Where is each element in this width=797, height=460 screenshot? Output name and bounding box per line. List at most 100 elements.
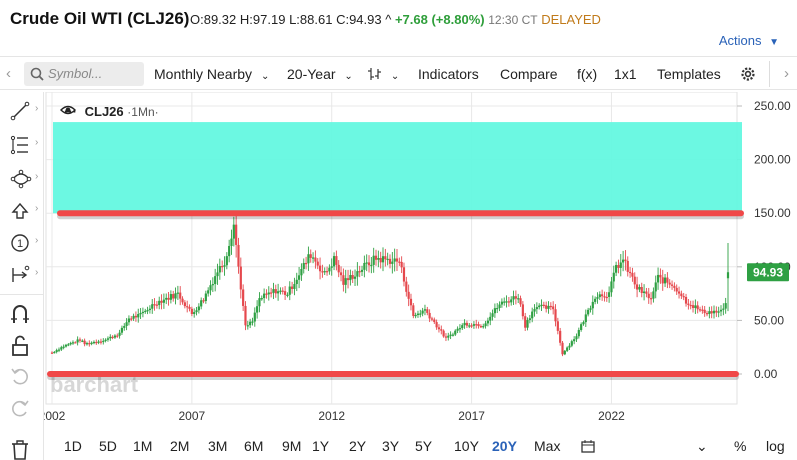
arrow-up-tool[interactable]: › [0, 196, 44, 226]
range-2y[interactable]: 2Y [349, 438, 367, 454]
range-9m[interactable]: 9M [282, 438, 302, 454]
candle-body [235, 224, 238, 245]
candle-body [246, 325, 249, 327]
measure-tool[interactable]: › [0, 260, 44, 290]
candle-body [624, 259, 627, 261]
candle-body [601, 294, 604, 297]
candle-body [272, 289, 275, 293]
eye-icon[interactable] [60, 104, 76, 116]
undo-tool[interactable] [0, 362, 44, 392]
candle-body [50, 352, 54, 354]
candle-body [188, 306, 191, 309]
candle-body [190, 308, 193, 314]
compare-button[interactable]: Compare [500, 66, 558, 82]
candle-body [454, 330, 457, 335]
scroll-left-icon[interactable]: ‹ [6, 65, 11, 82]
range-5d[interactable]: 5D [99, 438, 117, 454]
price-chart[interactable]: 20022007201220172022250.00200.00150.0010… [44, 92, 797, 432]
range-2m[interactable]: 2M [170, 438, 190, 454]
double-chevron-down-icon[interactable]: ⌄ [696, 438, 708, 454]
range-1d[interactable]: 1D [64, 438, 82, 454]
candle-body [472, 324, 476, 326]
range-1m[interactable]: 1M [133, 438, 153, 454]
fibonacci-tool[interactable]: › [0, 130, 44, 160]
candle-body [202, 300, 205, 302]
candle-body [717, 311, 720, 313]
y-tick-label: 250.00 [754, 99, 791, 113]
candle-body [498, 304, 501, 308]
magnet-tool[interactable] [0, 298, 44, 328]
candle-body [318, 265, 322, 272]
candle-body [370, 264, 373, 267]
candle-body [617, 265, 620, 268]
range-5y[interactable]: 5Y [415, 438, 433, 454]
candle-body [55, 350, 58, 352]
candle-body [325, 271, 329, 273]
candle-body [134, 315, 138, 318]
annotation-tool[interactable]: 1 › [0, 228, 44, 258]
percent-scale-toggle[interactable]: % [734, 438, 747, 454]
candle-body [633, 276, 636, 285]
templates-button[interactable]: Templates [657, 66, 721, 82]
candle-body [503, 301, 506, 303]
candle-body [193, 312, 196, 314]
lock-tool[interactable] [0, 330, 44, 360]
candle-body [169, 294, 172, 300]
calendar-icon[interactable] [581, 438, 595, 454]
candle-body [141, 311, 145, 314]
shapes-tool[interactable]: › [0, 164, 44, 194]
period-dropdown[interactable]: Monthly Nearby ⌄ [154, 66, 269, 82]
y-tick-label: 50.00 [754, 313, 784, 327]
last-price-label: 94.93 [753, 266, 783, 280]
range-3m[interactable]: 3M [208, 438, 228, 454]
candle-body [649, 298, 653, 300]
indicators-button[interactable]: Indicators [418, 66, 479, 82]
candle-body [705, 313, 709, 315]
redo-tool[interactable] [0, 394, 44, 424]
candle-body [391, 261, 394, 264]
candle-body [270, 292, 273, 294]
candle-body [542, 304, 545, 306]
candle-body [358, 271, 361, 273]
draw-line-tool[interactable]: › [0, 96, 44, 126]
delayed-status: DELAYED [541, 12, 601, 27]
range-3y[interactable]: 3Y [382, 438, 400, 454]
range-20y[interactable]: 20Y [492, 438, 517, 454]
candle-body [249, 321, 252, 326]
candle-body [60, 347, 63, 350]
candle-body [559, 330, 562, 343]
actions-menu-button[interactable]: Actions ▼ [719, 33, 779, 48]
gear-icon[interactable] [739, 65, 757, 83]
candle-body [279, 290, 282, 292]
magnet-icon [11, 305, 29, 323]
candle-body [514, 296, 517, 299]
scroll-right-icon[interactable]: › [784, 65, 789, 82]
candle-body [225, 256, 228, 266]
range-dropdown[interactable]: 20-Year ⌄ [287, 66, 353, 82]
candle-body [146, 310, 149, 312]
candle-body [323, 271, 326, 273]
trash-tool[interactable] [0, 434, 44, 460]
layout-button[interactable]: 1x1 [614, 66, 637, 82]
candle-body [295, 279, 298, 285]
up-caret-icon: ^ [385, 12, 392, 27]
range-6m[interactable]: 6M [244, 438, 264, 454]
log-scale-toggle[interactable]: log [766, 438, 785, 454]
candle-body [724, 303, 727, 309]
fibonacci-icon [10, 135, 28, 155]
candle-body [162, 299, 165, 303]
candle-body [253, 312, 256, 322]
function-button[interactable]: f(x) [577, 66, 598, 82]
range-10y[interactable]: 10Y [454, 438, 479, 454]
highlight-zone[interactable] [53, 122, 742, 214]
symbol-search-input[interactable]: Symbol... [24, 62, 144, 86]
range-1y[interactable]: 1Y [312, 438, 330, 454]
candle-body [409, 298, 413, 306]
chart-canvas[interactable]: 20022007201220172022250.00200.00150.0010… [44, 92, 797, 432]
range-label: 20-Year [287, 66, 336, 82]
chart-type-dropdown[interactable]: ⌄ [368, 66, 399, 82]
range-max[interactable]: Max [534, 438, 561, 454]
candle-body [610, 281, 613, 293]
candle-body [356, 271, 359, 277]
candle-body [642, 291, 646, 294]
